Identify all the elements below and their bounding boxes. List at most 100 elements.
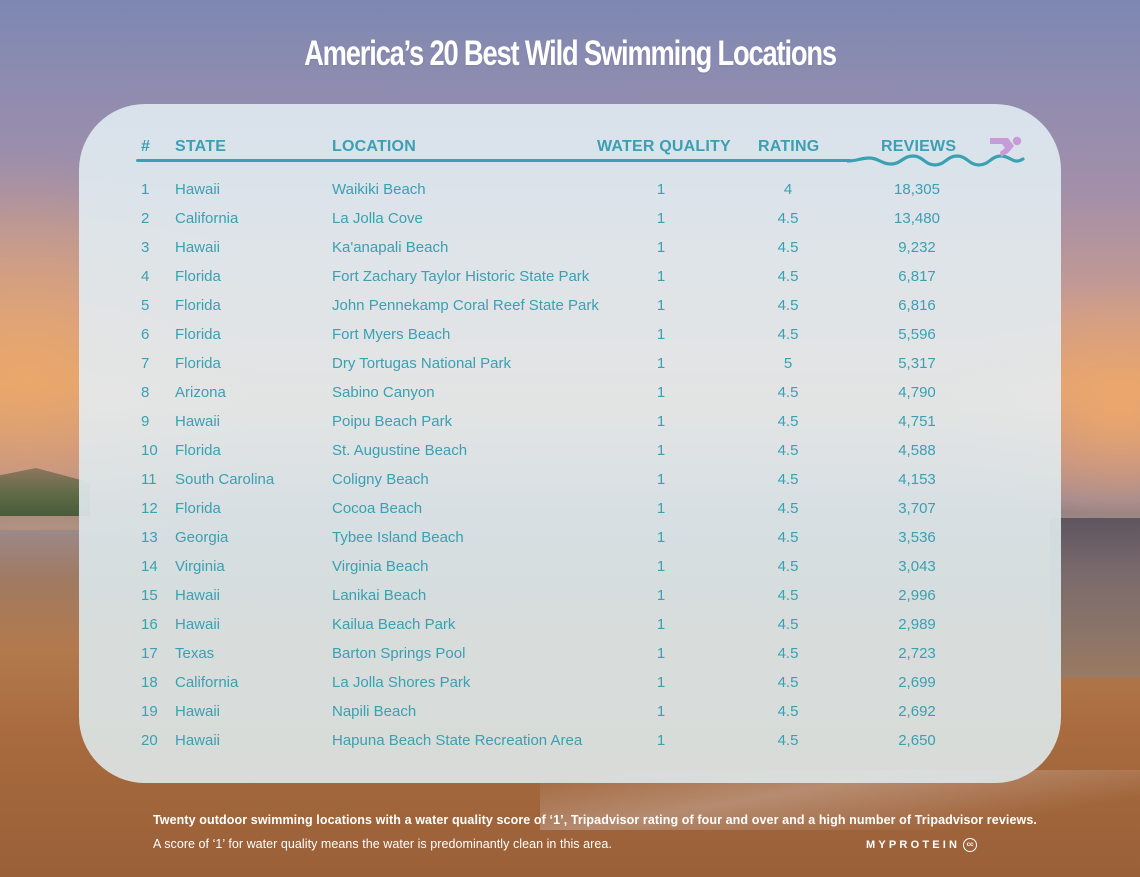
cell-state: Florida [175,442,221,459]
cell-rank: 20 [141,732,158,749]
cell-rank: 15 [141,587,158,604]
footnote-water-quality: A score of ‘1’ for water quality means t… [153,837,612,851]
cell-rating: 4.5 [777,326,799,343]
cell-state: Hawaii [175,239,221,256]
column-header-rank: # [141,138,151,155]
cell-location: Waikiki Beach [332,181,426,198]
cell-state: Hawaii [175,732,221,749]
cell-water-quality: 1 [656,645,666,662]
cell-rating: 4.5 [777,210,799,227]
cell-water-quality: 1 [656,616,666,633]
cell-state: Florida [175,326,221,343]
table-row: 17 Texas Barton Springs Pool 1 4.5 2,723 [79,639,1061,668]
cell-rank: 16 [141,616,158,633]
table-row: 5 Florida John Pennekamp Coral Reef Stat… [79,291,1061,320]
cell-rating: 4.5 [777,297,799,314]
cell-rank: 7 [141,355,150,372]
cell-rating: 4.5 [777,268,799,285]
cell-reviews: 6,816 [898,297,936,314]
cell-state: Hawaii [175,413,221,430]
cell-water-quality: 1 [656,500,666,517]
cell-rating: 4.5 [777,587,799,604]
cell-location: Hapuna Beach State Recreation Area [332,732,583,749]
table-row: 12 Florida Cocoa Beach 1 4.5 3,707 [79,494,1061,523]
cell-reviews: 4,588 [898,442,936,459]
cell-rating: 4.5 [777,500,799,517]
cell-water-quality: 1 [656,181,666,198]
header-underline [136,159,851,162]
cell-state: Florida [175,355,221,372]
cell-reviews: 18,305 [894,181,940,198]
cell-state: Florida [175,500,221,517]
cell-location: La Jolla Cove [332,210,423,227]
cell-water-quality: 1 [656,442,666,459]
cell-state: Hawaii [175,616,221,633]
cell-rating: 4 [783,181,793,198]
table-row: 11 South Carolina Coligny Beach 1 4.5 4,… [79,465,1061,494]
table-row: 9 Hawaii Poipu Beach Park 1 4.5 4,751 [79,407,1061,436]
table-row: 16 Hawaii Kailua Beach Park 1 4.5 2,989 [79,610,1061,639]
cell-location: Coligny Beach [332,471,429,488]
cell-state: Arizona [175,384,226,401]
cell-rank: 10 [141,442,158,459]
cell-reviews: 9,232 [898,239,936,256]
cell-state: South Carolina [175,471,275,488]
swimmer-icon [990,136,1022,157]
cell-rating: 4.5 [777,442,799,459]
cell-water-quality: 1 [656,210,666,227]
cell-reviews: 2,996 [898,587,936,604]
table-row: 19 Hawaii Napili Beach 1 4.5 2,692 [79,697,1061,726]
cell-water-quality: 1 [656,558,666,575]
cell-rating: 4.5 [777,384,799,401]
cell-location: Lanikai Beach [332,587,427,604]
cell-location: Dry Tortugas National Park [332,355,511,372]
column-header-reviews: REVIEWS [881,138,957,155]
cell-location: Tybee Island Beach [332,529,464,546]
cell-rank: 14 [141,558,158,575]
cell-location: Fort Zachary Taylor Historic State Park [332,268,590,285]
cell-rating: 4.5 [777,239,799,256]
cell-reviews: 3,043 [898,558,936,575]
table-row: 3 Hawaii Ka'anapali Beach 1 4.5 9,232 [79,233,1061,262]
column-header-location: LOCATION [332,138,416,155]
cell-reviews: 2,723 [898,645,936,662]
cell-state: California [175,210,239,227]
cell-state: California [175,674,239,691]
cc-icon: cc [963,838,977,852]
cell-water-quality: 1 [656,471,666,488]
cell-location: Cocoa Beach [332,500,423,517]
cell-reviews: 2,650 [898,732,936,749]
table-row: 15 Hawaii Lanikai Beach 1 4.5 2,996 [79,581,1061,610]
cell-reviews: 4,153 [898,471,936,488]
cell-state: Hawaii [175,181,221,198]
cell-rating: 4.5 [777,732,799,749]
cell-state: Texas [175,645,215,662]
cell-rank: 11 [141,471,157,488]
cell-reviews: 4,790 [898,384,936,401]
cell-rating: 5 [783,355,793,372]
cell-reviews: 5,317 [898,355,936,372]
cell-rank: 6 [141,326,150,343]
table-row: 2 California La Jolla Cove 1 4.5 13,480 [79,204,1061,233]
cell-water-quality: 1 [656,268,666,285]
cell-location: St. Augustine Beach [332,442,468,459]
cell-state: Hawaii [175,587,221,604]
cell-location: La Jolla Shores Park [332,674,471,691]
cell-water-quality: 1 [656,413,666,430]
brand-logo: MYPROTEIN [866,839,961,851]
cell-rank: 1 [141,181,150,198]
cell-location: Fort Myers Beach [332,326,451,343]
cell-location: Poipu Beach Park [332,413,453,430]
cell-reviews: 2,989 [898,616,936,633]
cell-water-quality: 1 [656,703,666,720]
cell-location: Napili Beach [332,703,417,720]
cell-reviews: 3,707 [898,500,936,517]
cell-location: Sabino Canyon [332,384,435,401]
table-header: # STATE LOCATION WATER QUALITY RATING RE… [79,104,1061,174]
column-header-rating: RATING [758,138,820,155]
cell-water-quality: 1 [656,355,666,372]
cell-state: Virginia [175,558,225,575]
table-row: 10 Florida St. Augustine Beach 1 4.5 4,5… [79,436,1061,465]
cell-state: Hawaii [175,703,221,720]
cell-rating: 4.5 [777,558,799,575]
